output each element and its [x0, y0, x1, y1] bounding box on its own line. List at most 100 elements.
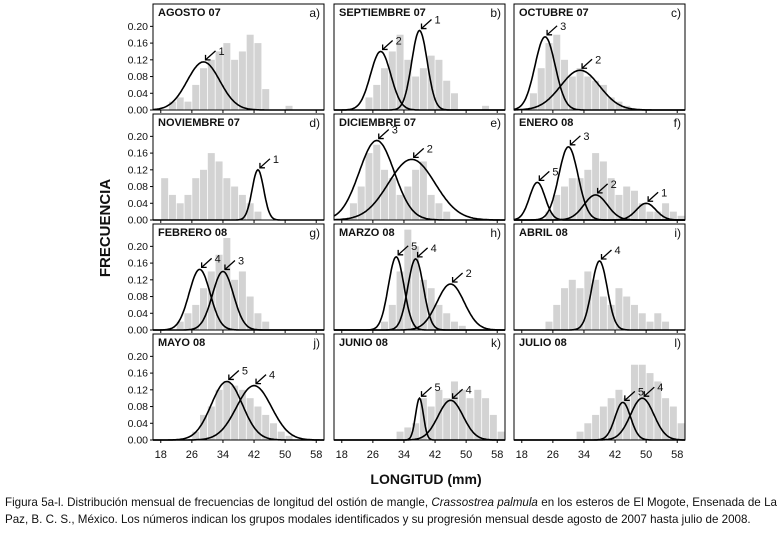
histogram-bar [623, 398, 631, 440]
panel-j: 5 4 MAYO 08 j) 0.00 0.04 0.08 0.12 0.16 0.20 [128, 333, 325, 447]
y-tick-label: 0.04 [128, 88, 149, 100]
histogram-bar [419, 279, 427, 330]
mode-label: 4 [657, 382, 663, 394]
histogram-bar [654, 381, 662, 440]
panel-title: AGOSTO 07 [158, 7, 221, 19]
histogram-bar [168, 101, 176, 110]
mode-arrow [538, 170, 550, 181]
mode-label: 4 [615, 245, 621, 257]
histogram-bar [192, 431, 200, 440]
mode-arrow-head [569, 139, 576, 146]
mode-arrow [643, 386, 655, 397]
y-axis-label: FRECUENCIA [97, 179, 114, 278]
histogram-bar [396, 271, 404, 330]
normal-curve-2 [333, 158, 505, 221]
panel-frame [333, 333, 506, 441]
y-tick-label: 0.08 [128, 181, 149, 193]
y-tick-label: 0.04 [128, 198, 149, 210]
histogram-bar [254, 211, 262, 220]
panel-title: OCTUBRE 07 [519, 7, 589, 19]
mode-label: 1 [219, 46, 225, 58]
mode-label: 3 [583, 131, 589, 143]
panel-frame [152, 333, 325, 441]
histogram-bar [396, 194, 404, 220]
histogram-bar [584, 169, 592, 220]
panel-letter: a) [309, 6, 320, 20]
histogram-bar [545, 211, 553, 220]
mode-arrow [228, 369, 240, 380]
histogram-bar [285, 435, 293, 440]
histogram-bar [529, 93, 537, 110]
mode-arrow-head [420, 391, 427, 397]
histogram-bar [443, 80, 451, 110]
mode-label: 4 [466, 384, 472, 396]
normal-curve-5 [153, 380, 324, 441]
panel-letter: d) [309, 116, 320, 130]
x-axis-label: LONGITUD (mm) [370, 471, 481, 487]
panel-frame [513, 223, 686, 331]
x-tick-label: 58 [671, 449, 683, 461]
mode-label: 5 [435, 382, 441, 394]
mode-arrow-head [647, 196, 654, 202]
y-tick-label: 0.04 [128, 418, 149, 430]
normal-curve-4 [153, 268, 324, 331]
x-tick-label: 42 [248, 449, 260, 461]
mode-label: 4 [215, 253, 221, 265]
histogram-bar [381, 169, 389, 220]
histogram-bar [388, 178, 396, 220]
mode-arrow [378, 129, 390, 140]
histogram-bar [568, 279, 576, 330]
mode-arrow-head [200, 262, 207, 269]
histogram-bar [443, 313, 451, 330]
normal-curve-4 [334, 257, 505, 331]
histogram-bar [576, 431, 584, 440]
mode-arrow-head [413, 152, 419, 159]
mode-label: 4 [269, 370, 275, 382]
histogram-bar [607, 304, 615, 330]
histogram-bar [677, 423, 685, 440]
histogram-bar [592, 80, 600, 110]
histogram-bar [662, 203, 670, 220]
histogram-bar [427, 194, 435, 220]
histogram-bar [607, 178, 615, 220]
histogram-bar [349, 203, 357, 220]
histogram-bar [357, 186, 365, 220]
histogram-bar [176, 321, 184, 330]
mode-label: 4 [431, 243, 437, 255]
figure-caption: Figura 5a-l. Distribución mensual de fre… [5, 495, 777, 528]
histogram-bar [677, 215, 685, 220]
y-tick-label: 0.00 [128, 215, 149, 227]
histogram-bar [568, 178, 576, 220]
histogram-bar [238, 51, 246, 110]
histogram-bar [443, 211, 451, 220]
x-tick-label: 18 [155, 449, 167, 461]
histogram-bar [365, 153, 373, 220]
histogram-bar [646, 321, 654, 330]
histogram-bar [576, 178, 584, 220]
mode-arrow [597, 183, 609, 194]
mode-arrow-head [546, 29, 553, 36]
histogram-bar [223, 178, 231, 220]
y-tick-label: 0.08 [128, 291, 149, 303]
y-tick-label: 0.20 [128, 241, 149, 253]
histogram-bar [215, 389, 223, 440]
histogram-bar [669, 211, 677, 220]
histogram-bar [419, 161, 427, 220]
mode-arrow-head [420, 23, 427, 30]
histogram-bar [231, 279, 239, 330]
histogram-bar [450, 93, 458, 110]
panel-i: 4 ABRIL 08 i) [513, 223, 686, 333]
panel-g: 4 3 FEBRERO 08 g) 0.00 0.04 0.08 0.12 0.16 0.20 [128, 223, 325, 337]
histogram-bar [630, 190, 638, 220]
panel-frame [513, 113, 686, 221]
histogram-bar [412, 246, 420, 330]
histogram-bar [638, 313, 646, 330]
histogram-bar [466, 398, 474, 440]
histogram-bar [599, 161, 607, 220]
histogram-bar [576, 288, 584, 330]
mode-label: 1 [435, 15, 441, 27]
histogram-bar [207, 153, 215, 220]
histogram-bar [396, 34, 404, 110]
mode-arrow-head [255, 378, 262, 385]
panel-title: MAYO 08 [158, 337, 205, 349]
